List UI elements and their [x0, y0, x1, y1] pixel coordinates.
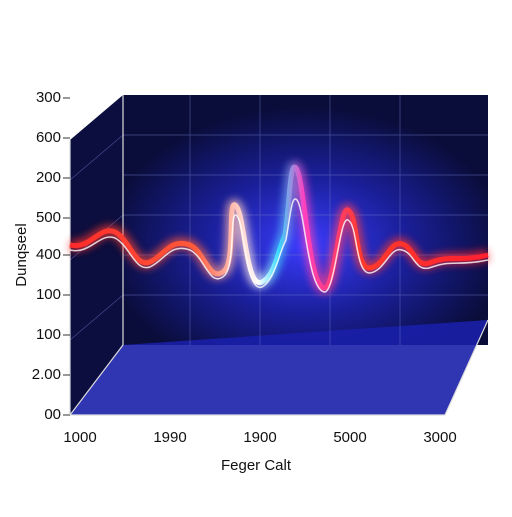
- x-tick-label: 1000: [63, 429, 96, 446]
- y-axis-label: Dunqseel: [13, 223, 30, 286]
- grid: [69, 95, 488, 345]
- y-tick-label: 500: [36, 209, 61, 226]
- y-tick-label: 300: [36, 89, 61, 106]
- x-tick-label: 5000: [333, 429, 366, 446]
- y-tick-label: 100: [36, 326, 61, 343]
- x-tick-label: 1900: [243, 429, 276, 446]
- y-tick-label: 200: [36, 169, 61, 186]
- y-tick-label: 2.00: [32, 366, 61, 383]
- y-tick-label: 400: [36, 246, 61, 263]
- x-axis-label: Feger Calt: [221, 457, 292, 474]
- x-tick-label: 3000: [423, 429, 456, 446]
- y-tick-label: 600: [36, 129, 61, 146]
- y-tick-label: 00: [44, 406, 61, 423]
- left-wall: [70, 95, 123, 415]
- x-tick-label: 1990: [153, 429, 186, 446]
- y-tick-label: 100: [36, 286, 61, 303]
- wave: [68, 160, 490, 294]
- floor: [70, 320, 488, 415]
